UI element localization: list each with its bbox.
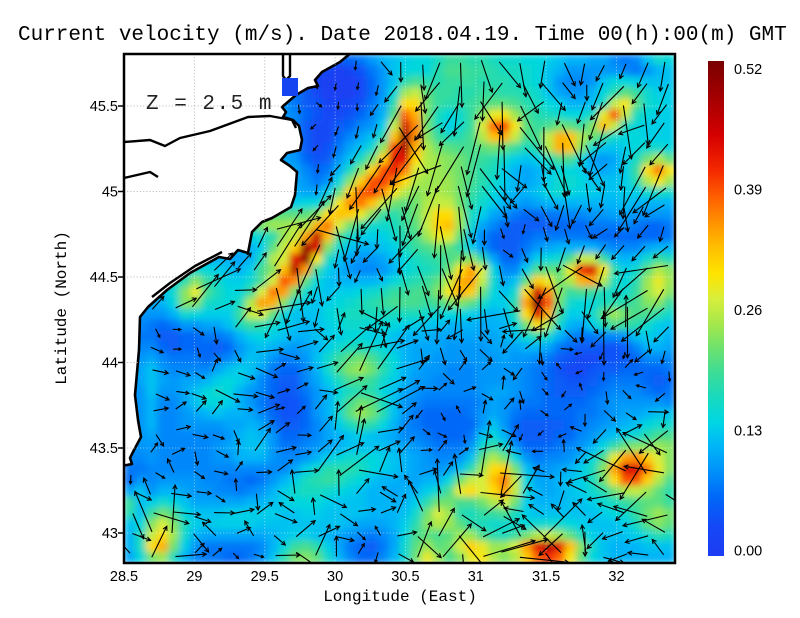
svg-text:Current velocity (m/s). Date 2: Current velocity (m/s). Date 2018.04.19.… [18, 24, 787, 47]
svg-text:29: 29 [186, 569, 202, 585]
svg-text:0.13: 0.13 [734, 424, 762, 440]
svg-text:45: 45 [102, 185, 118, 201]
svg-text:29.5: 29.5 [251, 569, 279, 585]
svg-text:Longitude (East): Longitude (East) [323, 588, 477, 606]
svg-text:0.39: 0.39 [734, 183, 762, 199]
svg-text:28.5: 28.5 [110, 569, 138, 585]
svg-text:43.5: 43.5 [90, 441, 118, 457]
svg-text:30: 30 [327, 569, 343, 585]
svg-text:32: 32 [608, 569, 624, 585]
svg-text:Z = 2.5 m: Z = 2.5 m [146, 93, 273, 116]
svg-text:31.5: 31.5 [532, 569, 560, 585]
svg-text:Latitude (North): Latitude (North) [53, 231, 71, 385]
svg-text:0.00: 0.00 [734, 544, 762, 560]
svg-text:31: 31 [468, 569, 484, 585]
svg-text:0.26: 0.26 [734, 303, 762, 319]
svg-text:30.5: 30.5 [391, 569, 419, 585]
svg-text:0.52: 0.52 [734, 62, 762, 78]
svg-text:44: 44 [102, 356, 118, 372]
svg-text:43: 43 [102, 526, 118, 542]
svg-text:44.5: 44.5 [90, 270, 118, 286]
svg-text:45.5: 45.5 [90, 99, 118, 115]
